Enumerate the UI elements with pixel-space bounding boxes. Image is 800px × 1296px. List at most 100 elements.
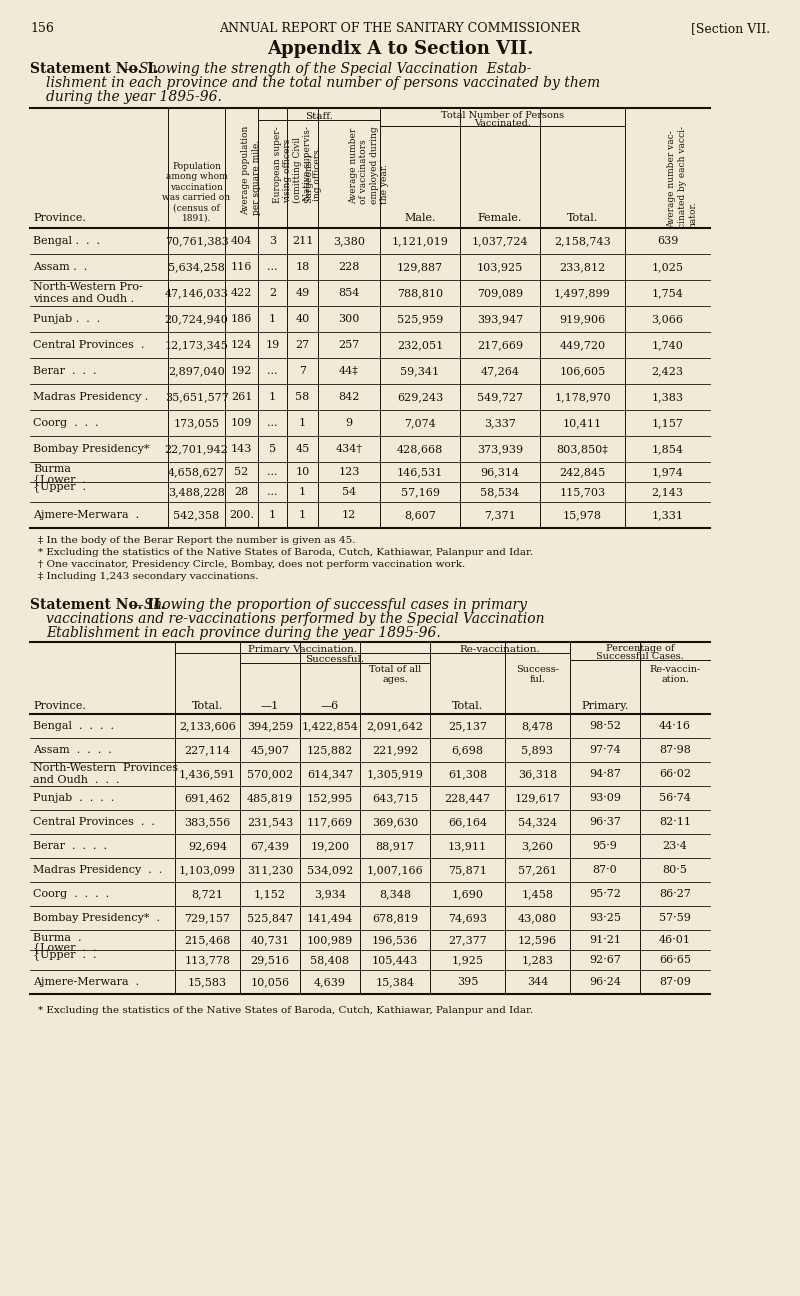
Text: 40: 40 (295, 314, 310, 324)
Text: 23·4: 23·4 (662, 841, 687, 851)
Text: 36,318: 36,318 (518, 769, 557, 779)
Text: 542,358: 542,358 (174, 511, 220, 520)
Text: North-Western  Provinces: North-Western Provinces (33, 763, 178, 772)
Text: Punjab .  .  .: Punjab . . . (33, 314, 100, 324)
Text: 57,261: 57,261 (518, 864, 557, 875)
Text: Average population
per square mile.: Average population per square mile. (242, 126, 261, 215)
Text: 100,989: 100,989 (307, 934, 353, 945)
Text: 3,934: 3,934 (314, 889, 346, 899)
Text: 115,703: 115,703 (559, 487, 606, 496)
Text: 28: 28 (234, 487, 249, 496)
Text: 146,531: 146,531 (397, 467, 443, 477)
Text: Average number vac-
cinated by each vacci-
nator.: Average number vac- cinated by each vacc… (667, 126, 698, 228)
Text: 13,911: 13,911 (448, 841, 487, 851)
Text: 40,731: 40,731 (250, 934, 290, 945)
Text: Female.: Female. (478, 213, 522, 223)
Text: 1,283: 1,283 (522, 955, 554, 966)
Text: Staff.: Staff. (305, 111, 333, 121)
Text: Central Provinces  .: Central Provinces . (33, 340, 144, 350)
Text: 44·16: 44·16 (659, 721, 691, 731)
Text: 70,761,383: 70,761,383 (165, 236, 228, 246)
Text: Male.: Male. (404, 213, 436, 223)
Text: 43,080: 43,080 (518, 912, 557, 923)
Text: 217,669: 217,669 (477, 340, 523, 350)
Text: and Oudh  .  .  .: and Oudh . . . (33, 775, 119, 785)
Text: Primary Vaccination.: Primary Vaccination. (248, 645, 357, 654)
Text: 27,377: 27,377 (448, 934, 487, 945)
Text: 58: 58 (295, 391, 310, 402)
Text: 18: 18 (295, 262, 310, 272)
Text: 614,347: 614,347 (307, 769, 353, 779)
Text: 123: 123 (338, 467, 360, 477)
Text: † One vaccinator, Presidency Circle, Bombay, does not perform vaccination work.: † One vaccinator, Presidency Circle, Bom… (38, 560, 466, 569)
Text: Percentage of: Percentage of (606, 644, 674, 653)
Text: Madras Presidency  .  .: Madras Presidency . . (33, 864, 162, 875)
Text: Assam  .  .  .  .: Assam . . . . (33, 745, 112, 756)
Text: 525,959: 525,959 (397, 314, 443, 324)
Text: Province.: Province. (33, 701, 86, 712)
Text: 232,051: 232,051 (397, 340, 443, 350)
Text: 66·02: 66·02 (659, 769, 691, 779)
Text: ...: ... (267, 419, 278, 428)
Text: 2: 2 (269, 288, 276, 298)
Text: 639: 639 (657, 236, 678, 246)
Text: 96,314: 96,314 (481, 467, 519, 477)
Text: 12,173,345: 12,173,345 (165, 340, 229, 350)
Text: 95·9: 95·9 (593, 841, 618, 851)
Text: 369,630: 369,630 (372, 816, 418, 827)
Text: 58,534: 58,534 (481, 487, 519, 496)
Text: Berar  .  .  .  .: Berar . . . . (33, 841, 107, 851)
Text: Total.: Total. (192, 701, 223, 712)
Text: Statement No. I.: Statement No. I. (30, 62, 158, 76)
Text: * Excluding the statistics of the Native States of Baroda, Cutch, Kathiawar, Pal: * Excluding the statistics of the Native… (38, 1006, 533, 1015)
Text: 3,260: 3,260 (522, 841, 554, 851)
Text: 1: 1 (299, 487, 306, 496)
Text: 8,721: 8,721 (191, 889, 223, 899)
Text: 80·5: 80·5 (662, 864, 687, 875)
Text: Population
among whom
vaccination
was carried on
(census of
1891).: Population among whom vaccination was ca… (162, 162, 230, 223)
Text: 8,348: 8,348 (379, 889, 411, 899)
Text: 87·09: 87·09 (659, 977, 691, 988)
Text: 1,383: 1,383 (651, 391, 683, 402)
Text: 44‡: 44‡ (339, 365, 359, 376)
Text: 1,497,899: 1,497,899 (554, 288, 611, 298)
Text: 1,178,970: 1,178,970 (554, 391, 611, 402)
Text: 117,669: 117,669 (307, 816, 353, 827)
Text: Ajmere-Merwara  .: Ajmere-Merwara . (33, 511, 139, 520)
Text: 54,324: 54,324 (518, 816, 557, 827)
Text: 1,152: 1,152 (254, 889, 286, 899)
Text: 1,305,919: 1,305,919 (366, 769, 423, 779)
Text: Madras Presidency .: Madras Presidency . (33, 391, 148, 402)
Text: 434†: 434† (335, 445, 362, 454)
Text: 395: 395 (457, 977, 478, 988)
Text: 58,408: 58,408 (310, 955, 350, 966)
Text: 45,907: 45,907 (250, 745, 290, 756)
Text: [Section VII.: [Section VII. (691, 22, 770, 35)
Text: 143: 143 (231, 445, 252, 454)
Text: 919,906: 919,906 (559, 314, 606, 324)
Text: Punjab  .  .  .  .: Punjab . . . . (33, 793, 114, 804)
Text: 95·72: 95·72 (589, 889, 621, 899)
Text: 7,074: 7,074 (404, 419, 436, 428)
Text: 1,925: 1,925 (451, 955, 483, 966)
Text: during the year 1895-96.: during the year 1895-96. (46, 89, 222, 104)
Text: Bengal  .  .  .  .: Bengal . . . . (33, 721, 114, 731)
Text: 4,658,627: 4,658,627 (168, 467, 225, 477)
Text: Burma: Burma (33, 464, 71, 474)
Text: Successful Cases.: Successful Cases. (596, 652, 684, 661)
Text: Bombay Presidency*: Bombay Presidency* (33, 445, 150, 454)
Text: 109: 109 (231, 419, 252, 428)
Text: {Upper  .  .: {Upper . . (33, 950, 97, 960)
Text: 10,411: 10,411 (563, 419, 602, 428)
Text: 106,605: 106,605 (559, 365, 606, 376)
Text: 2,091,642: 2,091,642 (366, 721, 423, 731)
Text: 152,995: 152,995 (307, 793, 353, 804)
Text: 192: 192 (231, 365, 252, 376)
Text: 1,331: 1,331 (651, 511, 683, 520)
Text: Success-
ful.: Success- ful. (516, 665, 559, 684)
Text: * Excluding the statistics of the Native States of Baroda, Cutch, Kathiawar, Pal: * Excluding the statistics of the Native… (38, 548, 533, 557)
Text: 643,715: 643,715 (372, 793, 418, 804)
Text: 2,133,606: 2,133,606 (179, 721, 236, 731)
Text: Bombay Presidency*  .: Bombay Presidency* . (33, 912, 160, 923)
Text: 27: 27 (295, 340, 310, 350)
